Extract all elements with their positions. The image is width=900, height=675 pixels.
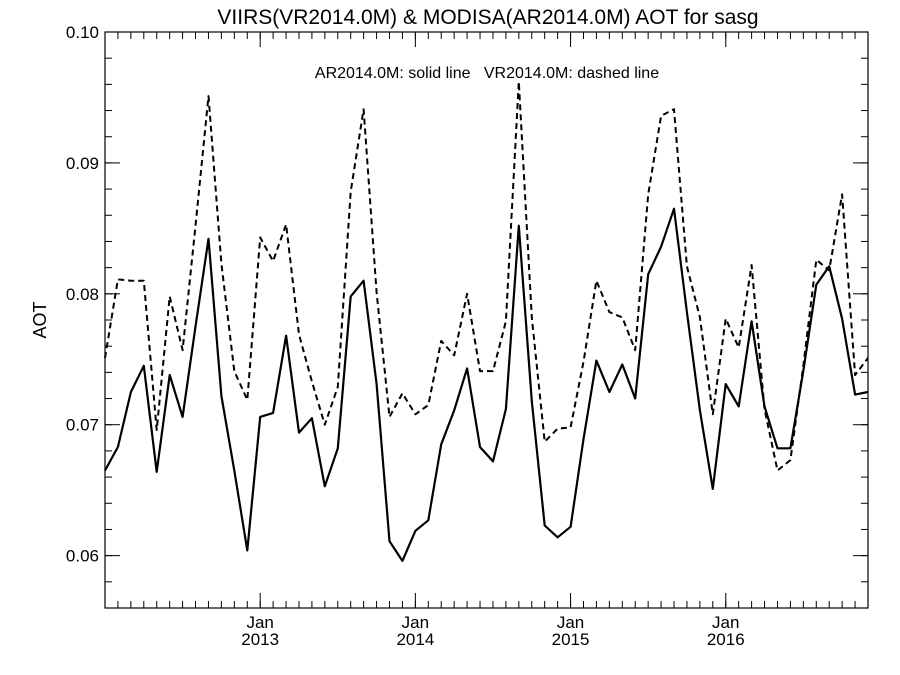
- y-tick-label: 0.06: [66, 547, 99, 566]
- series-group: [104, 80, 869, 563]
- x-tick-label-year: 2013: [241, 630, 279, 649]
- x-tick-label-year: 2015: [552, 630, 590, 649]
- y-tick-label: 0.07: [66, 416, 99, 435]
- series-line-dashed: [104, 80, 869, 472]
- y-axis-label: AOT: [30, 301, 50, 338]
- x-tick-label-year: 2016: [707, 630, 745, 649]
- y-tick-label: 0.10: [66, 23, 99, 42]
- plot-frame: [104, 31, 869, 609]
- x-tick-label-month: Jan: [246, 613, 273, 632]
- x-tick-label-month: Jan: [402, 613, 429, 632]
- y-tick-labels: 0.06 0.07 0.08 0.09 0.10: [66, 23, 99, 566]
- axis-ticks: [104, 31, 869, 609]
- x-tick-label-month: Jan: [712, 613, 739, 632]
- y-tick-label: 0.08: [66, 285, 99, 304]
- x-tick-label-year: 2014: [396, 630, 434, 649]
- legend-text: AR2014.0M: solid line VR2014.0M: dashed …: [315, 65, 659, 82]
- x-tick-label-month: Jan: [557, 613, 584, 632]
- chart-title: VIIRS(VR2014.0M) & MODISA(AR2014.0M) AOT…: [217, 6, 758, 29]
- series-line-solid: [104, 207, 869, 563]
- y-tick-label: 0.09: [66, 154, 99, 173]
